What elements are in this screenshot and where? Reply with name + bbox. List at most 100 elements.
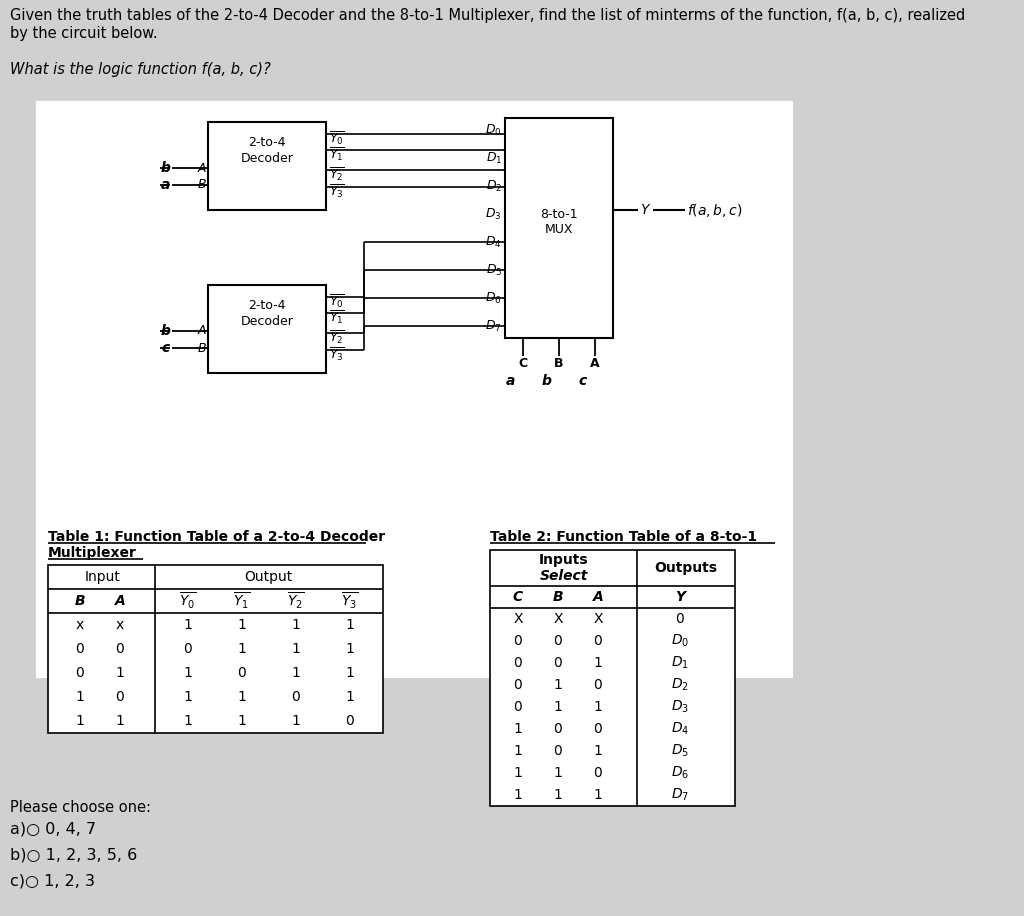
Text: 0: 0 bbox=[514, 678, 522, 692]
Text: 0: 0 bbox=[292, 690, 300, 704]
Text: 1: 1 bbox=[345, 618, 354, 632]
Text: 2-to-4: 2-to-4 bbox=[248, 136, 286, 149]
Text: 0: 0 bbox=[594, 634, 602, 648]
Text: 1: 1 bbox=[238, 618, 247, 632]
Text: 0: 0 bbox=[76, 666, 84, 680]
Text: 1: 1 bbox=[292, 666, 300, 680]
Text: $D_7$: $D_7$ bbox=[485, 319, 502, 333]
Text: 1: 1 bbox=[594, 700, 602, 714]
Bar bbox=[35, 100, 793, 678]
Text: Please choose one:: Please choose one: bbox=[10, 800, 151, 815]
Text: 8-to-1: 8-to-1 bbox=[541, 208, 578, 221]
Bar bbox=[208, 122, 326, 210]
Text: 1: 1 bbox=[183, 618, 193, 632]
Text: 0: 0 bbox=[116, 642, 124, 656]
Text: Decoder: Decoder bbox=[241, 315, 294, 328]
Text: 1: 1 bbox=[554, 678, 562, 692]
Text: b: b bbox=[160, 324, 170, 338]
Text: $D_2$: $D_2$ bbox=[671, 677, 689, 693]
Text: c)○ 1, 2, 3: c)○ 1, 2, 3 bbox=[10, 874, 95, 889]
Text: A: A bbox=[115, 594, 125, 608]
Text: b: b bbox=[160, 161, 170, 175]
Text: A: A bbox=[590, 357, 600, 370]
Text: C: C bbox=[518, 357, 527, 370]
Text: 0: 0 bbox=[76, 642, 84, 656]
Text: $\overline{Y_1}$: $\overline{Y_1}$ bbox=[233, 591, 251, 611]
Text: X: X bbox=[553, 612, 563, 626]
Text: 1: 1 bbox=[514, 766, 522, 780]
Text: $\overline{Y_1}$: $\overline{Y_1}$ bbox=[329, 308, 344, 325]
Text: 1: 1 bbox=[554, 700, 562, 714]
Text: a)○ 0, 4, 7: a)○ 0, 4, 7 bbox=[10, 822, 96, 837]
Text: 1: 1 bbox=[292, 642, 300, 656]
Text: 0: 0 bbox=[594, 678, 602, 692]
Text: b: b bbox=[541, 374, 551, 388]
Text: 0: 0 bbox=[554, 722, 562, 736]
Text: $f(a, b, c)$: $f(a, b, c)$ bbox=[687, 202, 742, 219]
Text: x: x bbox=[116, 618, 124, 632]
Text: Given the truth tables of the 2-to-4 Decoder and the 8-to-1 Multiplexer, find th: Given the truth tables of the 2-to-4 Dec… bbox=[10, 8, 966, 23]
Text: b)○ 1, 2, 3, 5, 6: b)○ 1, 2, 3, 5, 6 bbox=[10, 848, 137, 863]
Text: 1: 1 bbox=[594, 744, 602, 758]
Text: $D_5$: $D_5$ bbox=[485, 263, 502, 278]
Text: 0: 0 bbox=[346, 714, 354, 728]
Bar bbox=[208, 285, 326, 373]
Text: 1: 1 bbox=[292, 618, 300, 632]
Text: Outputs: Outputs bbox=[654, 561, 718, 575]
Text: 0: 0 bbox=[554, 744, 562, 758]
Text: 1: 1 bbox=[76, 690, 84, 704]
Text: Table 1: Function Table of a 2-to-4 Decoder: Table 1: Function Table of a 2-to-4 Deco… bbox=[48, 530, 385, 544]
Text: Inputs: Inputs bbox=[540, 553, 589, 567]
Text: $D_1$: $D_1$ bbox=[485, 150, 502, 166]
Text: 0: 0 bbox=[594, 722, 602, 736]
Text: 2-to-4: 2-to-4 bbox=[248, 299, 286, 312]
Bar bbox=[490, 550, 735, 806]
Text: What is the logic function f(a, b, c)?: What is the logic function f(a, b, c)? bbox=[10, 62, 270, 77]
Text: B: B bbox=[198, 342, 206, 354]
Text: 0: 0 bbox=[554, 634, 562, 648]
Text: $D_1$: $D_1$ bbox=[671, 655, 689, 671]
Text: 1: 1 bbox=[554, 766, 562, 780]
Text: Input: Input bbox=[85, 570, 121, 584]
Text: X: X bbox=[593, 612, 603, 626]
Text: B: B bbox=[75, 594, 85, 608]
Text: c: c bbox=[579, 374, 587, 388]
Text: $D_5$: $D_5$ bbox=[671, 743, 689, 759]
Text: by the circuit below.: by the circuit below. bbox=[10, 26, 158, 41]
Text: 1: 1 bbox=[345, 690, 354, 704]
Bar bbox=[48, 565, 383, 733]
Text: a: a bbox=[161, 178, 170, 192]
Text: $D_7$: $D_7$ bbox=[671, 787, 689, 803]
Text: B: B bbox=[554, 357, 564, 370]
Text: 1: 1 bbox=[183, 714, 193, 728]
Text: Y: Y bbox=[675, 590, 685, 604]
Text: $D_3$: $D_3$ bbox=[485, 206, 502, 222]
Text: 1: 1 bbox=[183, 666, 193, 680]
Text: X: X bbox=[513, 612, 522, 626]
Text: x: x bbox=[76, 618, 84, 632]
Text: 1: 1 bbox=[238, 690, 247, 704]
Text: $\overline{Y_2}$: $\overline{Y_2}$ bbox=[288, 591, 304, 611]
Text: 1: 1 bbox=[514, 788, 522, 802]
Text: Multiplexer: Multiplexer bbox=[48, 546, 137, 560]
Text: $D_4$: $D_4$ bbox=[671, 721, 689, 737]
Text: $D_3$: $D_3$ bbox=[671, 699, 689, 715]
Text: a: a bbox=[506, 374, 515, 388]
Text: C: C bbox=[513, 590, 523, 604]
Text: 1: 1 bbox=[116, 714, 125, 728]
Text: 0: 0 bbox=[238, 666, 247, 680]
Text: $\overline{Y_1}$: $\overline{Y_1}$ bbox=[329, 145, 344, 162]
Text: $\overline{Y_0}$: $\overline{Y_0}$ bbox=[329, 129, 344, 147]
Text: Table 2: Function Table of a 8-to-1: Table 2: Function Table of a 8-to-1 bbox=[490, 530, 757, 544]
Text: Y: Y bbox=[640, 203, 648, 217]
Text: Decoder: Decoder bbox=[241, 152, 294, 165]
Text: 1: 1 bbox=[292, 714, 300, 728]
Bar bbox=[505, 118, 613, 338]
Text: 1: 1 bbox=[345, 642, 354, 656]
Text: 1: 1 bbox=[76, 714, 84, 728]
Text: Select: Select bbox=[540, 569, 588, 583]
Text: A: A bbox=[593, 590, 603, 604]
Text: MUX: MUX bbox=[545, 223, 573, 236]
Text: $D_0$: $D_0$ bbox=[485, 123, 502, 137]
Text: 0: 0 bbox=[183, 642, 193, 656]
